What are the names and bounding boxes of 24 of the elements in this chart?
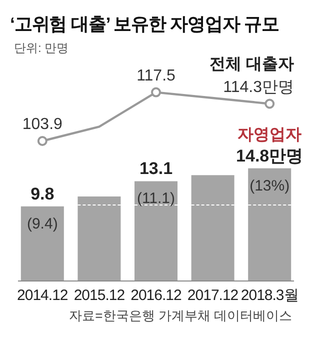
bar [134,181,178,281]
data-label: 103.9 [22,116,63,133]
series-label: 전체 대출자 [210,56,294,73]
data-label: 13.1 [139,159,173,178]
data-label: 9.8 [30,184,54,204]
annotation: (13%) [250,177,290,194]
bar [248,168,292,281]
data-label: 14.8만명 [236,146,304,166]
annotation: (11.1) [136,190,176,208]
data-label: 117.5 [136,67,176,84]
bar [20,206,64,281]
data-label: 114.3만명 [223,78,294,96]
x-tick-label: 2014.12 [17,287,68,304]
bar [78,196,121,281]
bar [191,175,234,281]
x-tick-label: 2015.12 [74,287,125,304]
chart-title: ‘고위험 대출’ 보유한 자영업자 규모 [10,14,280,34]
annotation: (9.4) [26,215,58,232]
text: 자료=한국은행 가계부채 데이터베이스 [69,308,292,323]
series-label: 자영업자 [238,126,302,144]
x-tick-label: 2016.12 [130,287,182,304]
x-tick-label: 2018.3월 [240,287,298,304]
x-tick-label: 2017.12 [187,287,238,304]
chart-subtitle: 단위: 만명 [14,41,69,55]
